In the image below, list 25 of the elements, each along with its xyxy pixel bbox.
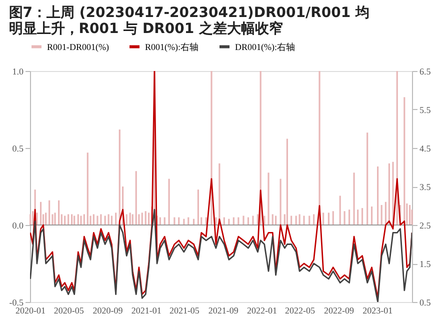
x-tick-label: 2022-09: [324, 306, 355, 316]
x-tick-label: 2021-09: [208, 306, 239, 316]
legend-label: DR001(%):右轴: [235, 42, 295, 52]
x-tick-label: 2023-01: [362, 306, 393, 316]
y2-tick-label: 4.5: [420, 144, 432, 154]
legend-label: R001-DR001(%): [47, 42, 109, 52]
y2-tick-label: 5.5: [420, 105, 432, 115]
x-tick-label: 2022-01: [247, 306, 278, 316]
y2-tick-label: 1.5: [420, 259, 432, 269]
y2-tick-label: 0.5: [420, 298, 432, 308]
x-tick-label: 2021-05: [169, 306, 200, 316]
x-tick-label: 2020-01: [16, 306, 46, 316]
y2-tick-label: 6.5: [420, 66, 432, 76]
x-tick-label: 2021-01: [131, 306, 162, 316]
y2-tick-label: 2.5: [420, 220, 432, 230]
y-tick-label: 0.0: [12, 220, 24, 230]
legend-label: R001(%):右轴: [145, 42, 198, 52]
y-tick-label: 0.5: [12, 144, 24, 154]
chart-title: 图7：上周 (20230417-20230421)DR001/R001 均明显上升，R001 与 DR001 之差大幅收窄: [8, 5, 370, 37]
x-tick-label: 2020-05: [54, 306, 84, 316]
y-tick-label: 1.0: [12, 66, 24, 76]
y2-tick-label: 3.5: [420, 182, 432, 192]
x-tick-label: 2022-05: [285, 306, 316, 316]
y-tick-label: -0.5: [9, 298, 24, 308]
x-tick-label: 2020-09: [92, 306, 124, 316]
